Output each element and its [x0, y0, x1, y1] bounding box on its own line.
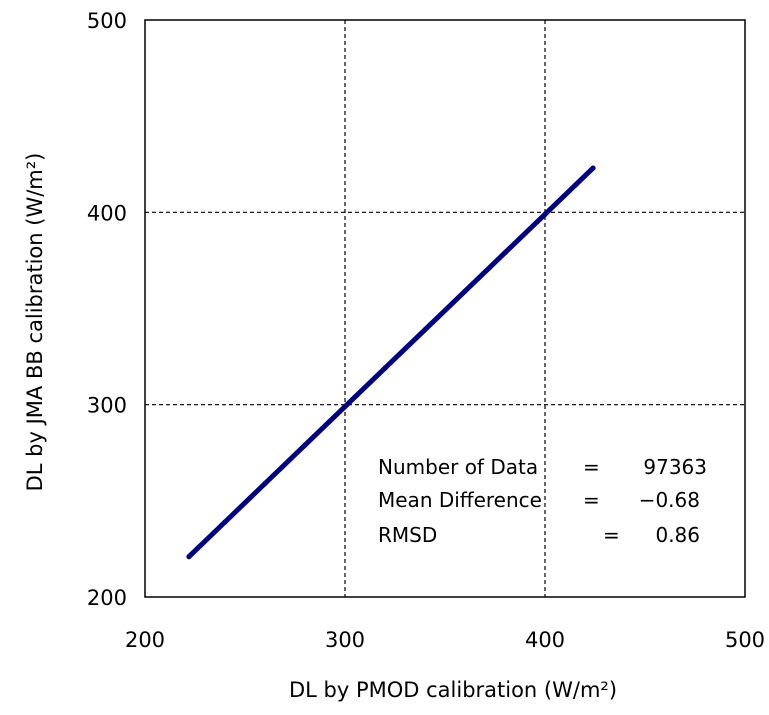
- x-tick-label: 400: [525, 628, 565, 652]
- data-series: [186, 165, 596, 560]
- y-tick-label: 200: [87, 586, 127, 610]
- y-tick-labels: 200 300 400 500: [87, 9, 127, 610]
- data-point: [590, 165, 596, 171]
- data-point: [302, 442, 308, 448]
- y-tick-label: 400: [87, 201, 127, 225]
- x-tick-labels: 200 300 400 500: [125, 628, 765, 652]
- y-tick-label: 500: [87, 9, 127, 33]
- stat-rmsd-value: 0.86: [655, 523, 700, 547]
- data-point: [186, 554, 192, 560]
- stat-mean-diff-label: Mean Difference: [378, 488, 542, 512]
- data-point: [572, 182, 578, 189]
- data-point: [462, 288, 468, 294]
- data-point: [222, 519, 228, 525]
- data-point: [382, 365, 388, 371]
- stat-count-label: Number of Data: [378, 455, 538, 479]
- series-line: [186, 165, 596, 560]
- data-point: [502, 250, 508, 256]
- y-tick-label: 300: [87, 394, 127, 418]
- stat-count-eq: =: [583, 455, 600, 479]
- x-tick-label: 300: [325, 628, 365, 652]
- stat-count-value: 97363: [643, 455, 707, 479]
- data-point: [422, 327, 428, 333]
- x-tick-label: 200: [125, 628, 165, 652]
- data-point: [342, 403, 348, 410]
- data-point: [542, 211, 548, 217]
- x-tick-label: 500: [725, 628, 765, 652]
- grid-lines: [145, 20, 745, 597]
- y-axis-title: DL by JMA BB calibration (W/m²): [23, 153, 47, 492]
- data-point: [262, 480, 268, 487]
- x-axis-title: DL by PMOD calibration (W/m²): [289, 678, 617, 702]
- stat-mean-diff-eq: =: [583, 488, 600, 512]
- stats-box: Number of Data = 97363 Mean Difference =…: [378, 455, 707, 547]
- stat-mean-diff-value: −0.68: [639, 488, 700, 512]
- stat-rmsd-eq: =: [603, 523, 620, 547]
- stat-rmsd-label: RMSD: [378, 523, 437, 547]
